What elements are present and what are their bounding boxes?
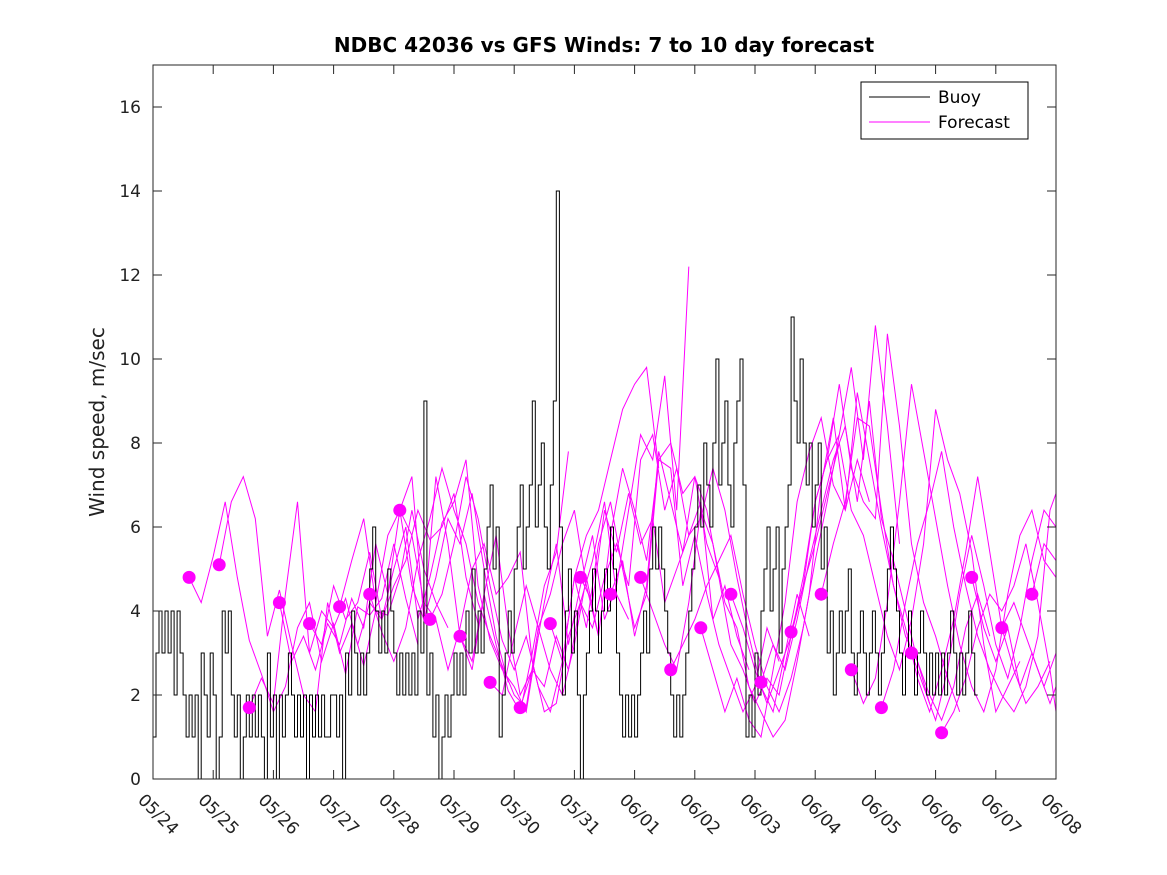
- forecast-run-line: [760, 400, 991, 722]
- legend-box: [860, 81, 1029, 140]
- forecast-initial-point: [453, 629, 467, 643]
- forecast-run-line: [670, 325, 900, 714]
- forecast-initial-point: [814, 587, 828, 601]
- forecast-initial-point: [634, 570, 648, 584]
- legend: Buoy Forecast: [860, 81, 1029, 140]
- forecast-initial-point: [182, 570, 196, 584]
- forecast-initial-markers: [182, 503, 1039, 740]
- forecast-initial-point: [724, 587, 738, 601]
- forecast-run-line: [429, 366, 660, 714]
- forecast-initial-point: [303, 617, 316, 631]
- forecast-initial-point: [905, 646, 918, 660]
- forecast-run-line: [399, 501, 630, 713]
- buoy-line: [153, 190, 978, 780]
- forecast-initial-point: [573, 570, 587, 584]
- forecast-run-line: [549, 458, 780, 714]
- y-tick-label: 16: [119, 98, 141, 118]
- y-tick-label: 8: [130, 434, 141, 454]
- forecast-initial-point: [212, 558, 226, 572]
- legend-label-buoy: Buoy: [938, 88, 981, 108]
- y-tick-label: 10: [119, 350, 141, 370]
- forecast-initial-point: [242, 701, 256, 715]
- forecast-run-line: [1031, 542, 1057, 595]
- forecast-initial-point: [483, 675, 497, 689]
- forecast-initial-point: [995, 621, 1009, 635]
- y-tick-label: 2: [130, 686, 141, 706]
- forecast-initial-point: [604, 587, 617, 601]
- forecast-initial-point: [965, 570, 979, 584]
- forecast-initial-point: [664, 663, 678, 677]
- y-tick-label: 0: [130, 770, 141, 790]
- forecast-initial-point: [784, 625, 798, 639]
- forecast-initial-point: [694, 621, 708, 635]
- forecast-run-line: [248, 493, 479, 708]
- forecast-run-line: [339, 451, 569, 714]
- buoy-line-group: [153, 190, 978, 780]
- forecast-run-line: [519, 432, 750, 708]
- chart-title: NDBC 42036 vs GFS Winds: 7 to 10 day for…: [334, 33, 875, 57]
- forecast-run-line: [941, 543, 1057, 734]
- y-tick-label: 14: [119, 182, 141, 202]
- forecast-initial-point: [935, 726, 949, 740]
- forecast-initial-point: [874, 701, 888, 715]
- forecast-run-line: [1001, 601, 1057, 705]
- forecast-initial-point: [754, 675, 768, 689]
- axes-box: [152, 64, 1057, 780]
- forecast-run-line: [188, 501, 419, 714]
- forecast-run-line: [790, 409, 1021, 714]
- forecast-initial-point: [393, 503, 407, 517]
- forecast-initial-point: [1025, 587, 1039, 601]
- y-axis-label: Wind speed, m/sec: [85, 327, 109, 517]
- forecast-initial-point: [513, 701, 527, 715]
- y-tick-label: 4: [130, 602, 141, 622]
- forecast-initial-point: [844, 663, 858, 677]
- forecast-initial-point: [363, 587, 377, 601]
- forecast-initial-point: [543, 617, 557, 631]
- forecast-initial-point: [423, 612, 437, 626]
- forecast-initial-point: [333, 600, 347, 614]
- legend-label-forecast: Forecast: [938, 113, 1010, 133]
- y-tick-label: 6: [130, 518, 141, 538]
- forecast-run-line: [911, 509, 1057, 722]
- y-tick-label: 12: [119, 266, 141, 286]
- forecast-initial-point: [272, 596, 286, 610]
